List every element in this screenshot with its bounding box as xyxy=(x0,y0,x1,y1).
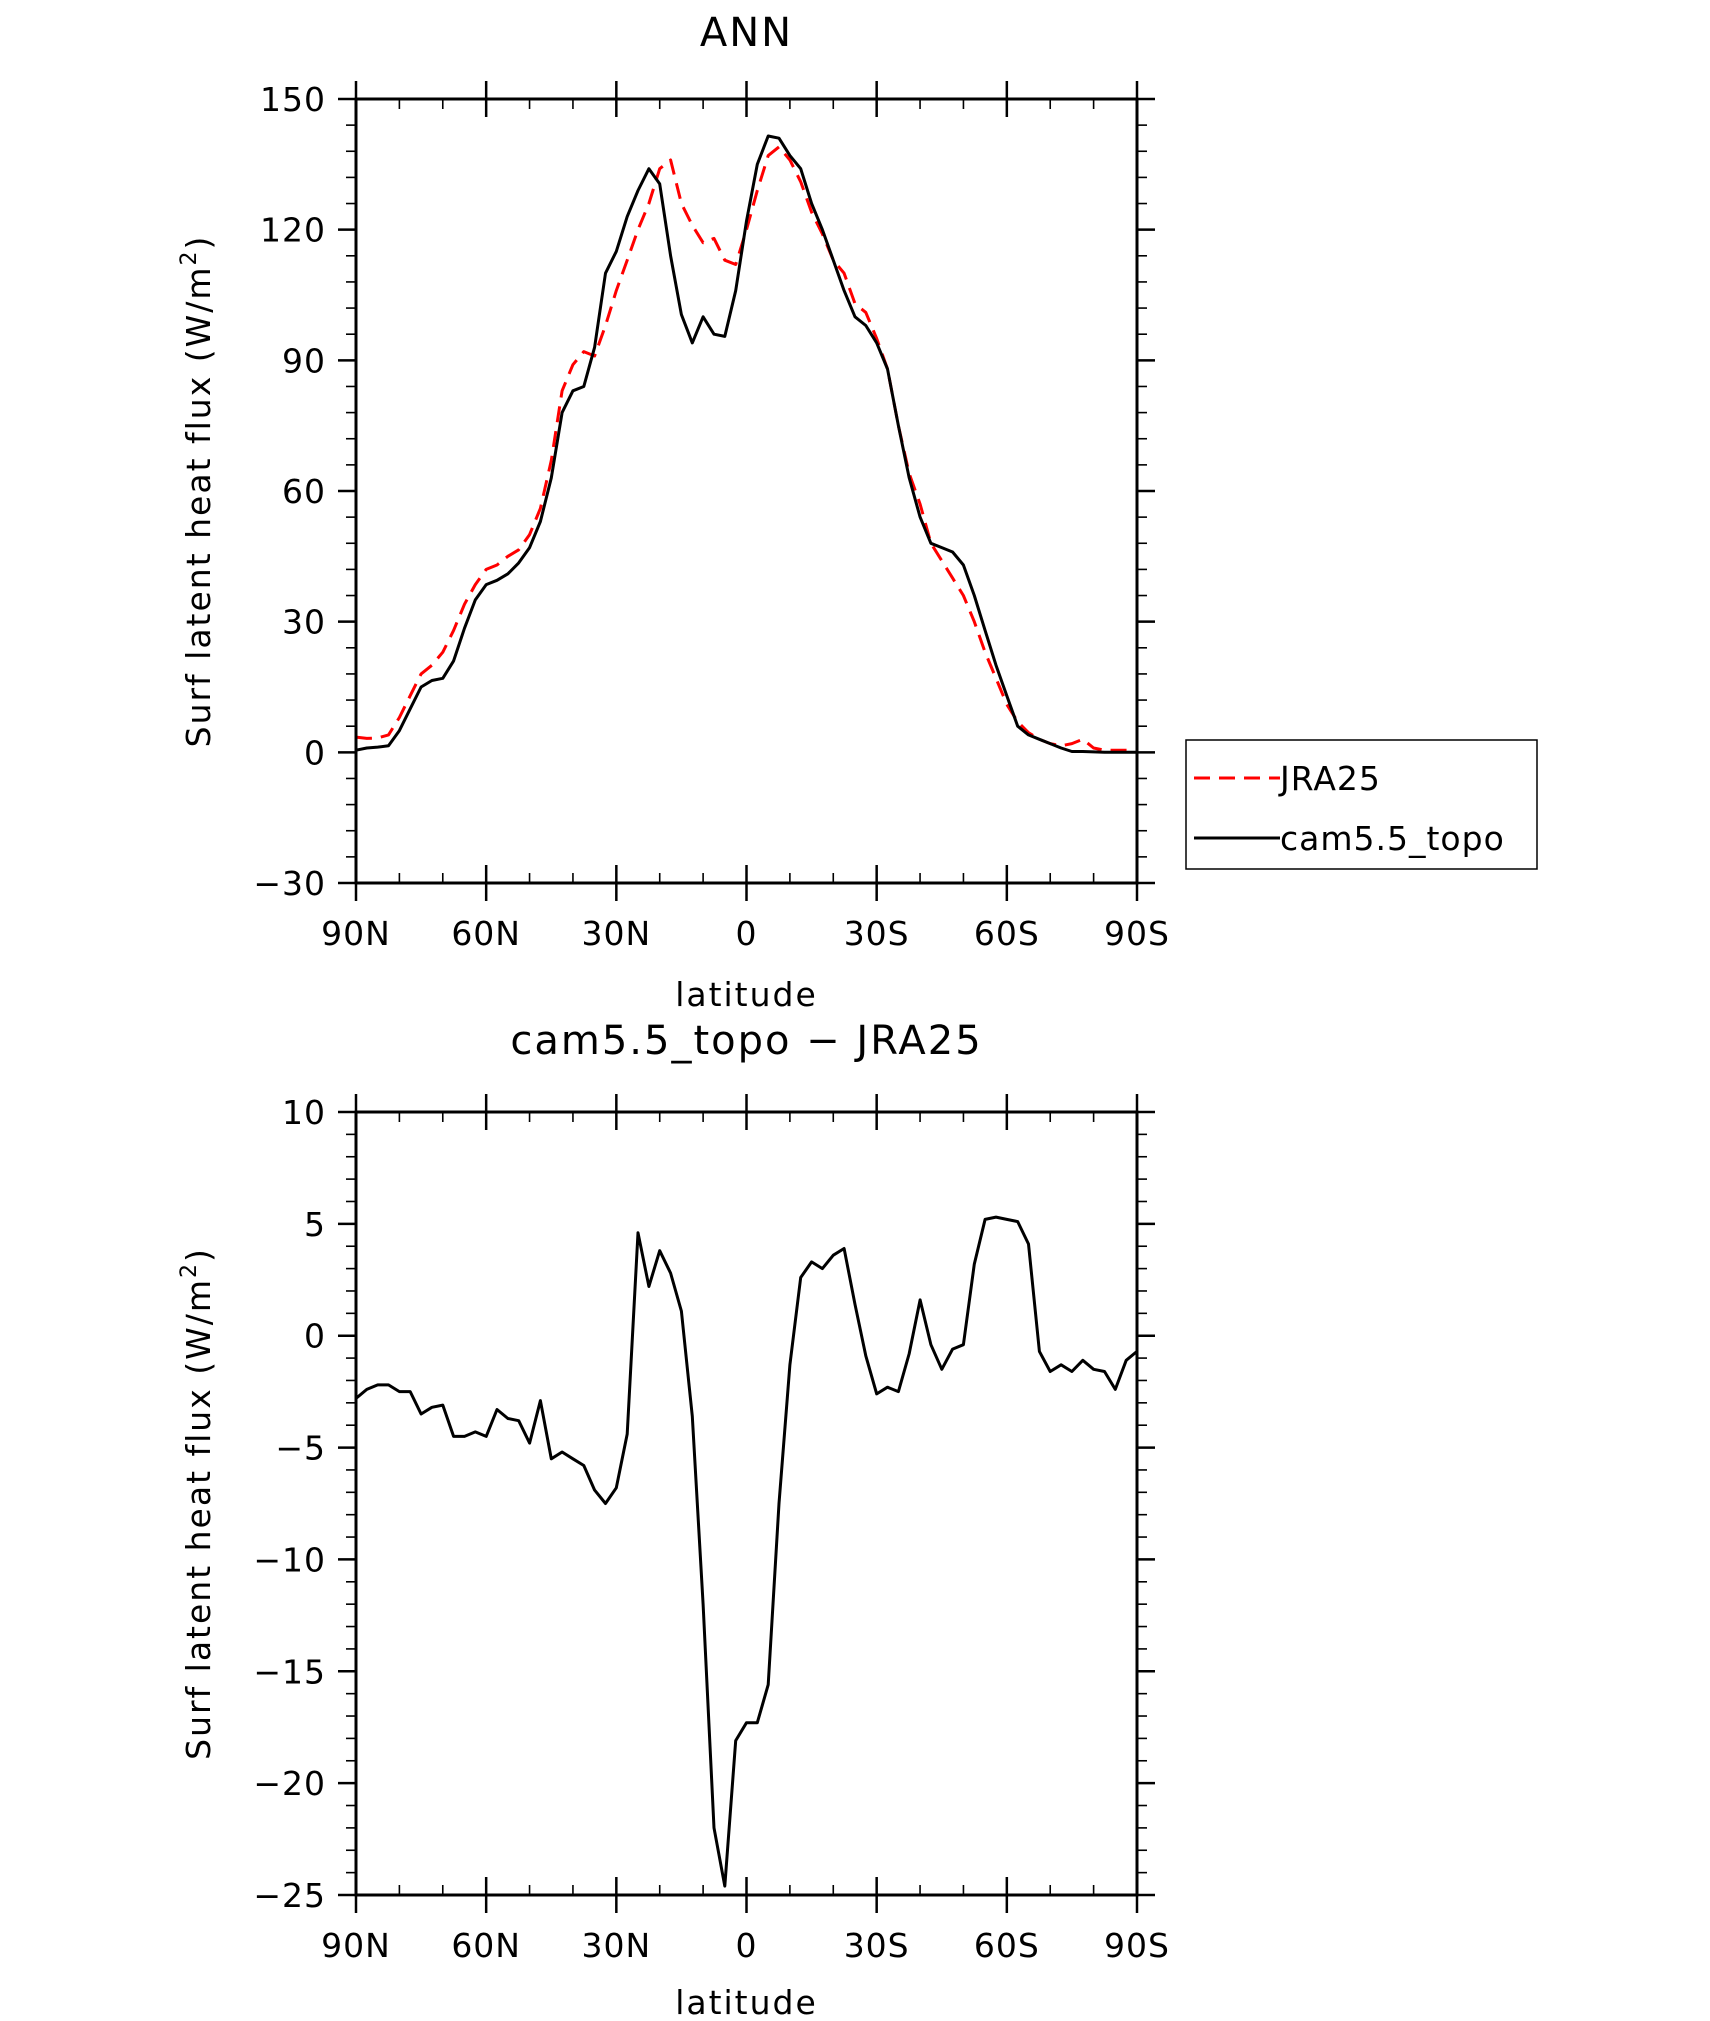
x-tick-label: 60N xyxy=(451,1926,521,1965)
y-tick-label: 0 xyxy=(304,1317,326,1356)
y-axis-label-text: Surf latent heat flux (W/m xyxy=(179,266,218,748)
chart-title: cam5.5_topo − JRA25 xyxy=(510,1018,982,1064)
x-tick-label: 90N xyxy=(321,1926,391,1965)
x-tick-label: 60S xyxy=(974,1926,1040,1965)
series-line-jra25 xyxy=(355,145,1137,752)
series-line-cam5-5-topo xyxy=(355,134,1137,754)
series-line-1 xyxy=(355,1215,1138,1888)
y-axis-label-text: Surf latent heat flux (W/m xyxy=(179,1278,218,1760)
y-tick-label: 5 xyxy=(304,1205,326,1244)
x-axis-label: latitude xyxy=(675,975,818,1014)
y-axis-label-superscript: 2 xyxy=(177,1262,202,1278)
legend-box xyxy=(1185,739,1538,870)
x-tick-label: 90N xyxy=(321,914,391,953)
legend: JRA25 cam5.5_topo xyxy=(1185,739,1538,870)
x-tick-label: 0 xyxy=(736,1926,758,1965)
y-tick-label: 90 xyxy=(282,341,326,380)
y-axis-label: Surf latent heat flux (W/m2) xyxy=(177,235,218,748)
y-tick-label: 60 xyxy=(282,472,326,511)
y-tick-label: −20 xyxy=(253,1764,326,1803)
y-tick-label: 10 xyxy=(282,1093,326,1132)
y-tick-label: 150 xyxy=(260,80,326,119)
x-tick-label: 30S xyxy=(844,914,910,953)
chart-panel-2: 90N 60N 30N 0 30S 60S 90S 10 5 0 −5 −10 −15 −20 −25 cam… xyxy=(177,1018,1170,2021)
y-tick-label: −15 xyxy=(253,1652,326,1691)
x-tick-label: 60N xyxy=(451,914,521,953)
y-tick-label: −30 xyxy=(253,864,326,903)
y-axis-label-close: ) xyxy=(179,1247,218,1262)
y-axis-label-superscript: 2 xyxy=(177,250,202,266)
y-tick-label: 30 xyxy=(282,603,326,642)
chart-panel-1: 90N 60N 30N 0 30S 60S 90S 150 120 90 60 30 0 −30 ANN la… xyxy=(177,10,1538,1014)
y-tick-label: 120 xyxy=(260,211,326,250)
y-axis-label: Surf latent heat flux (W/m2) xyxy=(177,1247,218,1760)
x-tick-label: 90S xyxy=(1104,914,1170,953)
x-tick-label: 30N xyxy=(581,914,651,953)
x-tick-label: 30N xyxy=(581,1926,651,1965)
x-tick-label: 0 xyxy=(736,914,758,953)
x-tick-label: 90S xyxy=(1104,1926,1170,1965)
y-tick-label: −25 xyxy=(253,1876,326,1915)
y-axis-label-close: ) xyxy=(179,235,218,250)
x-tick-label: 60S xyxy=(974,914,1040,953)
x-tick-label: 30S xyxy=(844,1926,910,1965)
y-tick-label: −5 xyxy=(275,1429,326,1468)
chart-title: ANN xyxy=(700,10,793,56)
legend-label: JRA25 xyxy=(1278,759,1381,798)
y-tick-label: 0 xyxy=(304,733,326,772)
y-tick-label: −10 xyxy=(253,1540,326,1579)
legend-label: cam5.5_topo xyxy=(1280,819,1505,858)
x-axis-label: latitude xyxy=(675,1983,818,2021)
